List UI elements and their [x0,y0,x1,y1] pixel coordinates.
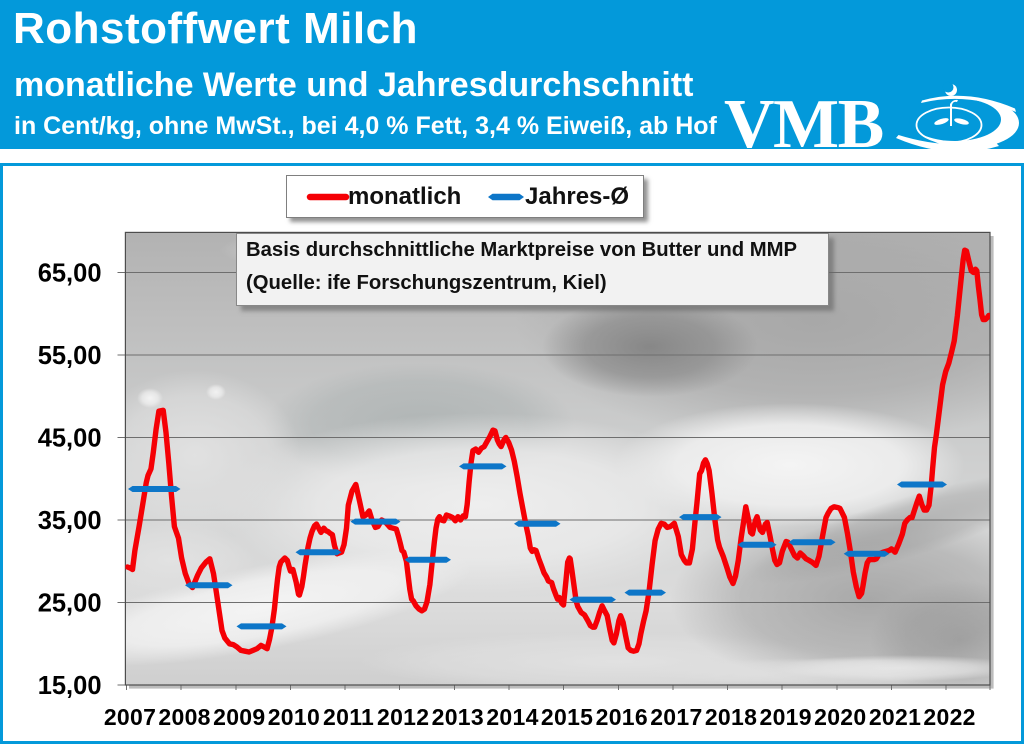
svg-text:2019: 2019 [760,704,812,730]
svg-text:2015: 2015 [541,704,593,730]
svg-text:2009: 2009 [213,704,265,730]
svg-text:VMB: VMB [724,86,883,163]
svg-text:2014: 2014 [486,704,538,730]
svg-text:2017: 2017 [650,704,702,730]
svg-text:2022: 2022 [923,704,975,730]
svg-text:25,00: 25,00 [38,590,102,618]
svg-text:2012: 2012 [377,704,429,730]
svg-text:2007: 2007 [104,704,156,730]
svg-text:2018: 2018 [705,704,757,730]
svg-text:2008: 2008 [158,704,210,730]
svg-text:2010: 2010 [268,704,320,730]
svg-text:2011: 2011 [323,704,374,730]
svg-text:35,00: 35,00 [38,507,102,535]
svg-text:2021: 2021 [869,704,921,730]
svg-text:65,00: 65,00 [38,260,102,288]
svg-text:2016: 2016 [596,704,648,730]
svg-text:15,00: 15,00 [38,672,102,700]
svg-text:2020: 2020 [814,704,866,730]
svg-text:45,00: 45,00 [38,425,102,453]
svg-text:55,00: 55,00 [38,342,102,370]
svg-text:2013: 2013 [432,704,484,730]
